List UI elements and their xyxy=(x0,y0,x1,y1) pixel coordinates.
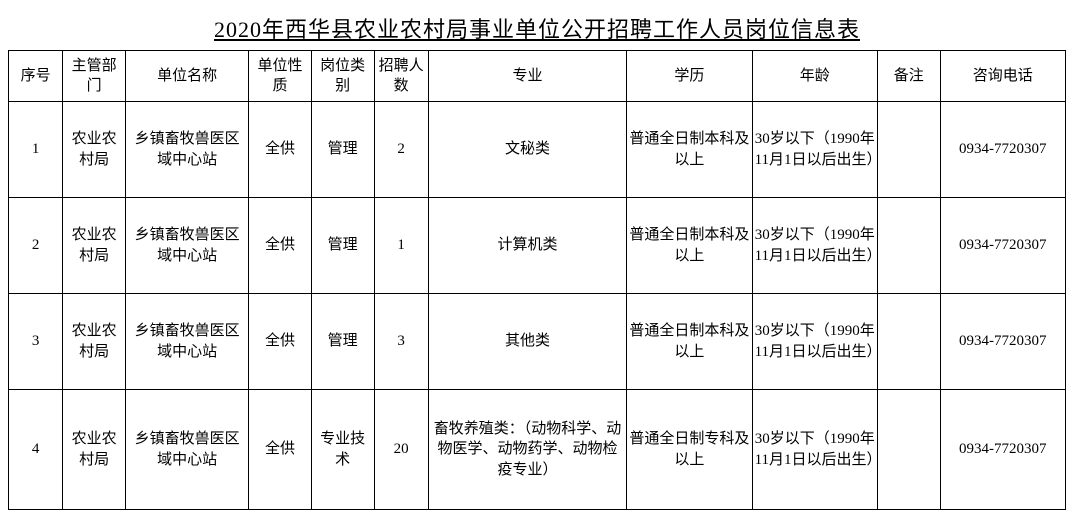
col-header: 单位性质 xyxy=(249,51,312,102)
cell: 全供 xyxy=(249,294,312,390)
cell: 全供 xyxy=(249,102,312,198)
cell: 乡镇畜牧兽医区域中心站 xyxy=(125,390,248,510)
cell: 0934-7720307 xyxy=(940,390,1065,510)
cell: 文秘类 xyxy=(428,102,626,198)
cell: 3 xyxy=(9,294,63,390)
col-header: 单位名称 xyxy=(125,51,248,102)
cell: 2 xyxy=(9,198,63,294)
table-row: 3 农业农村局 乡镇畜牧兽医区域中心站 全供 管理 3 其他类 普通全日制本科及… xyxy=(9,294,1066,390)
col-header: 咨询电话 xyxy=(940,51,1065,102)
col-header: 专业 xyxy=(428,51,626,102)
table-header-row: 序号 主管部门 单位名称 单位性质 岗位类别 招聘人数 专业 学历 年龄 备注 … xyxy=(9,51,1066,102)
cell: 2 xyxy=(374,102,428,198)
cell: 乡镇畜牧兽医区域中心站 xyxy=(125,102,248,198)
col-header: 序号 xyxy=(9,51,63,102)
cell: 全供 xyxy=(249,198,312,294)
cell xyxy=(877,294,940,390)
cell: 管理 xyxy=(311,198,374,294)
cell: 专业技术 xyxy=(311,390,374,510)
table-row: 1 农业农村局 乡镇畜牧兽医区域中心站 全供 管理 2 文秘类 普通全日制本科及… xyxy=(9,102,1066,198)
cell: 3 xyxy=(374,294,428,390)
cell xyxy=(877,198,940,294)
cell: 普通全日制本科及以上 xyxy=(627,294,752,390)
cell: 农业农村局 xyxy=(63,294,126,390)
cell: 管理 xyxy=(311,294,374,390)
cell: 1 xyxy=(9,102,63,198)
cell: 20 xyxy=(374,390,428,510)
cell: 普通全日制本科及以上 xyxy=(627,198,752,294)
table-row: 4 农业农村局 乡镇畜牧兽医区域中心站 全供 专业技术 20 畜牧养殖类：（动物… xyxy=(9,390,1066,510)
cell: 0934-7720307 xyxy=(940,198,1065,294)
col-header: 备注 xyxy=(877,51,940,102)
cell: 30岁以下（1990年11月1日以后出生） xyxy=(752,102,877,198)
cell: 农业农村局 xyxy=(63,102,126,198)
col-header: 学历 xyxy=(627,51,752,102)
page-title: 2020年西华县农业农村局事业单位公开招聘工作人员岗位信息表 xyxy=(8,12,1066,44)
cell: 其他类 xyxy=(428,294,626,390)
cell: 计算机类 xyxy=(428,198,626,294)
col-header: 年龄 xyxy=(752,51,877,102)
cell: 畜牧养殖类：（动物科学、动物医学、动物药学、动物检疫专业） xyxy=(428,390,626,510)
col-header: 招聘人数 xyxy=(374,51,428,102)
cell: 全供 xyxy=(249,390,312,510)
table-row: 2 农业农村局 乡镇畜牧兽医区域中心站 全供 管理 1 计算机类 普通全日制本科… xyxy=(9,198,1066,294)
cell: 30岁以下（1990年11月1日以后出生） xyxy=(752,198,877,294)
cell: 4 xyxy=(9,390,63,510)
cell: 普通全日制专科及以上 xyxy=(627,390,752,510)
cell: 普通全日制本科及以上 xyxy=(627,102,752,198)
cell: 1 xyxy=(374,198,428,294)
cell: 乡镇畜牧兽医区域中心站 xyxy=(125,294,248,390)
col-header: 岗位类别 xyxy=(311,51,374,102)
cell: 30岁以下（1990年11月1日以后出生） xyxy=(752,294,877,390)
cell: 农业农村局 xyxy=(63,390,126,510)
cell: 管理 xyxy=(311,102,374,198)
cell: 农业农村局 xyxy=(63,198,126,294)
cell: 0934-7720307 xyxy=(940,102,1065,198)
cell xyxy=(877,102,940,198)
cell: 0934-7720307 xyxy=(940,294,1065,390)
cell: 30岁以下（1990年11月1日以后出生） xyxy=(752,390,877,510)
cell xyxy=(877,390,940,510)
cell: 乡镇畜牧兽医区域中心站 xyxy=(125,198,248,294)
col-header: 主管部门 xyxy=(63,51,126,102)
job-table: 序号 主管部门 单位名称 单位性质 岗位类别 招聘人数 专业 学历 年龄 备注 … xyxy=(8,50,1066,510)
